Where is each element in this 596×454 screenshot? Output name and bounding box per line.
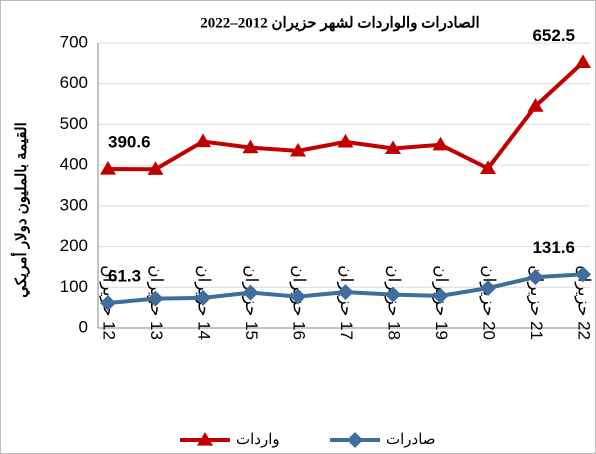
y-tick-label: 100 [60,277,88,296]
legend-marker [347,432,363,448]
x-tick-label: 20 حزيران [479,265,499,340]
x-tick-label: 17 حزيران [336,265,356,340]
marker [385,286,401,303]
marker [480,280,496,297]
marker [100,295,116,312]
marker [195,133,211,148]
marker [147,161,164,175]
marker [242,284,259,301]
marker [100,160,116,175]
marker [432,136,449,151]
data-label: 390.6 [108,132,151,151]
legend-marker [197,432,213,446]
marker [337,284,354,301]
marker [527,98,544,112]
x-tick-label: 15 حزيران [241,265,261,340]
y-tick-label: 600 [60,73,88,92]
y-tick-label: 500 [60,114,88,133]
marker [195,289,211,306]
legend-label: واردات [236,431,280,448]
x-tick-label: 22 حزيران [574,265,594,340]
legend-label: صادرات [386,431,436,448]
data-label: 131.6 [532,238,575,257]
marker [290,142,306,157]
marker [432,287,449,304]
marker [337,133,354,148]
marker [242,139,259,154]
y-tick-label: 200 [60,236,88,255]
chart-title: الصادرات والواردات لشهر حزيران 2012–2022 [200,15,479,31]
marker [575,266,591,283]
y-tick-label: 0 [79,317,88,336]
marker [385,140,401,155]
y-axis-label: القيمة بالمليون دولار أمريكي [10,122,31,297]
y-tick-label: 700 [60,32,88,51]
marker [290,288,306,305]
y-tick-label: 300 [60,195,88,214]
marker [575,54,591,68]
data-label: 61.3 [108,267,141,286]
x-tick-label: 21 حزيران [526,265,546,340]
marker [147,290,164,307]
marker [480,160,496,174]
data-label: 652.5 [532,26,575,45]
x-tick-label: 18 حزيران [384,265,404,340]
y-tick-label: 400 [60,155,88,174]
marker [527,269,544,286]
